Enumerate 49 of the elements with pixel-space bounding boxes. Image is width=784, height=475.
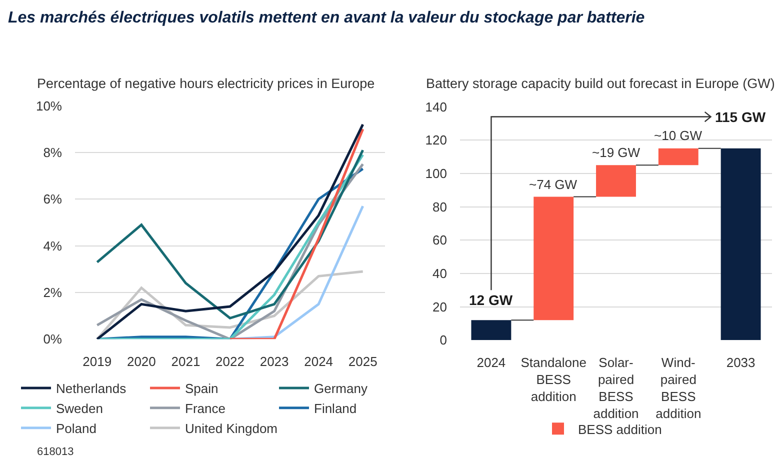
x-tick-label: Solar-paired BESS addition (593, 355, 639, 421)
text: 618013 (37, 446, 74, 458)
x-tick-label: 2033 (726, 355, 756, 370)
legend-label: United Kingdom (185, 420, 278, 436)
y-tick-label: 6% (43, 192, 62, 207)
legend-label: France (185, 400, 226, 416)
x-tick-label: 2022 (216, 354, 244, 370)
x-tick-label: 2021 (171, 354, 200, 370)
x-tick-label: 2025 (348, 354, 378, 370)
x-tick-label: 2019 (82, 354, 112, 370)
x-tick-label: Standalone BESS addition (520, 355, 586, 404)
x-tick-label: 2024 (476, 355, 506, 370)
data-label: ~19 GW (592, 145, 641, 160)
y-tick-label: 2% (43, 285, 62, 300)
chart-title: Battery storage capacity build out forecast in Europe (GW) (426, 76, 775, 91)
y-tick-label: 20 (432, 299, 447, 314)
legend-label: Netherlands (56, 381, 127, 396)
y-tick-label: 120 (425, 132, 447, 148)
legend-label: Sweden (56, 400, 103, 416)
bar (720, 148, 761, 340)
bar (658, 148, 698, 166)
data-label: 12 GW (469, 292, 514, 308)
x-tick-label: 2024 (304, 354, 334, 370)
y-tick-label: 8% (43, 145, 62, 160)
y-tick-label: 40 (432, 266, 447, 282)
legend-label: Finland (314, 400, 357, 416)
y-tick-label: 4% (43, 238, 62, 254)
x-tick-label: Wind-paired BESS addition (656, 355, 702, 421)
x-tick-label: 2023 (260, 354, 289, 370)
legend-label: Poland (56, 420, 96, 436)
data-label: 115 GW (715, 109, 766, 125)
x-tick-label: 2020 (126, 354, 156, 370)
y-tick-label: 0% (43, 332, 62, 347)
data-label: ~74 GW (529, 177, 578, 192)
bar (471, 320, 512, 340)
y-tick-label: 0 (440, 332, 447, 348)
y-tick-label: 80 (432, 199, 447, 214)
chart-title: Percentage of negative hours electricity prices in Europe (37, 76, 375, 91)
legend-label: Spain (185, 381, 218, 396)
legend-label: BESS addition (578, 422, 662, 437)
legend-label: Germany (314, 381, 368, 396)
y-tick-label: 140 (425, 99, 447, 114)
text: Les marchés électriques volatils mettent en avant la valeur du stockage par batterie (8, 10, 645, 27)
bar (534, 196, 574, 320)
bar (596, 165, 636, 197)
y-tick-label: 60 (432, 232, 447, 248)
y-tick-label: 100 (425, 166, 447, 181)
data-label: ~10 GW (654, 128, 703, 143)
y-tick-label: 10% (36, 98, 62, 114)
